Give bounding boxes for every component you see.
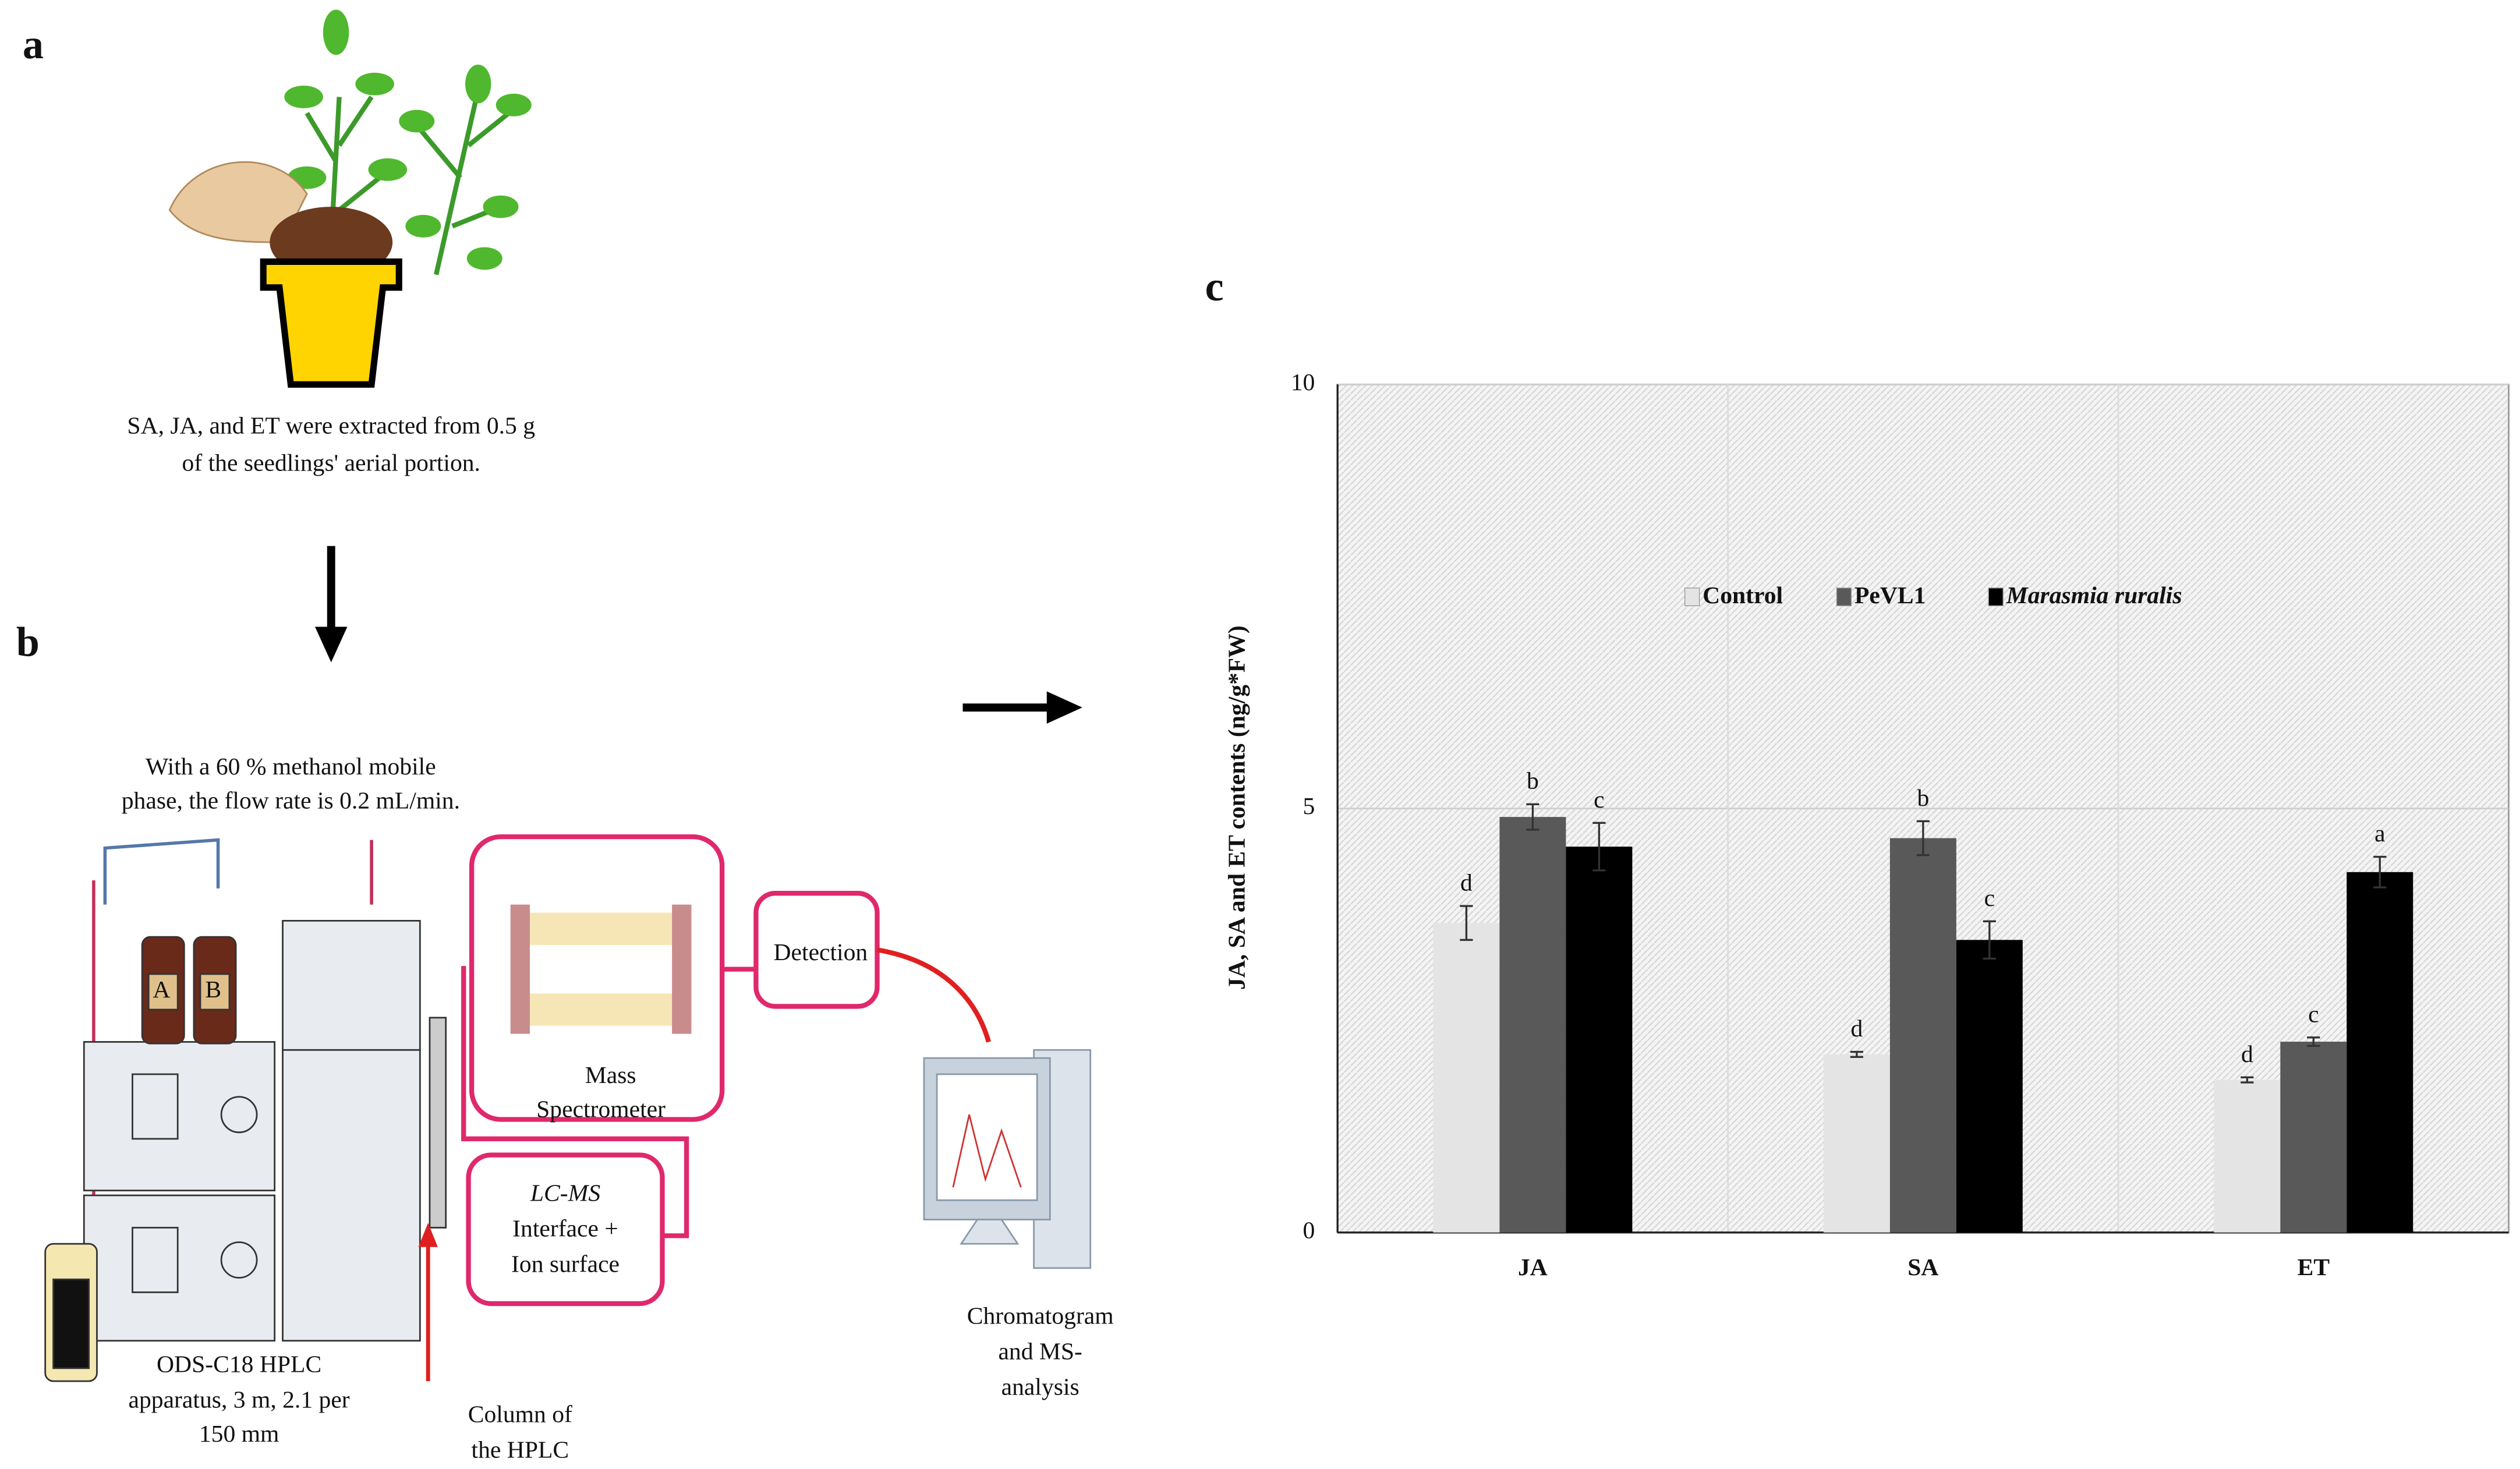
significance-letter: d [1850,1015,1863,1042]
connector [876,947,991,1043]
box-label: Interface + [512,1216,618,1243]
arrow-head [315,626,348,663]
error-bar [1526,803,1539,831]
error-bar [2373,855,2387,889]
box-label: Detection [773,939,868,966]
y-tick-label: 5 [1303,793,1315,820]
error-bar [1850,1050,1864,1058]
error-bar [1916,820,1930,856]
bar [1499,817,1566,1233]
legend-label: Marasmia ruralis [2006,582,2182,609]
box-label: Spectrometer [536,1096,666,1123]
panel-label: b [16,618,40,665]
caption: Chromatogram [967,1302,1114,1329]
error-bar [1460,905,1473,941]
caption: phase, the flow rate is 0.2 mL/min. [122,787,460,814]
caption: SA, JA, and ET were extracted from 0.5 g [127,413,535,440]
bottle-label: B [205,976,221,1003]
significance-letter: c [1984,885,1995,912]
legend-label: PeVL1 [1854,582,1926,609]
caption: Column of [468,1401,572,1428]
error-bar [1983,920,1996,960]
x-tick-label: SA [1907,1254,1938,1281]
significance-letter: c [2308,1001,2319,1028]
bar [1823,1054,1890,1233]
box-label: LC-MS [530,1180,600,1207]
mass-spec-icon [510,904,692,1034]
caption: analysis [1001,1374,1080,1400]
legend-label: Control [1703,582,1783,609]
error-bar [2307,1036,2320,1047]
significance-letter: d [2241,1041,2253,1068]
significance-letter: d [1460,870,1473,897]
caption: 150 mm [199,1421,279,1447]
x-tick-label: ET [2298,1254,2330,1281]
panel-label: c [1205,263,1224,310]
bar [2214,1079,2281,1233]
caption: With a 60 % methanol mobile [146,753,436,780]
significance-letter: c [1594,787,1604,813]
panel-label: a [23,21,44,68]
legend-swatch [1988,587,2004,607]
plant-illustration [168,9,532,388]
error-bar [1592,822,1606,872]
bar [2280,1042,2347,1233]
bar [1889,838,1956,1233]
error-bar [2241,1076,2254,1084]
bottle-label: A [153,976,170,1003]
caption: of the seedlings' aerial portion. [182,450,480,477]
legend-swatch [1684,587,1700,607]
box-label: Ion surface [511,1251,620,1278]
hplc-apparatus [44,838,447,1382]
bar [1956,940,2023,1233]
y-tick-label: 0 [1303,1217,1315,1244]
computer-icon [923,1049,1092,1269]
y-tick-label: 10 [1291,369,1315,396]
bar [1566,847,1633,1233]
significance-letter: b [1917,785,1929,812]
caption: the HPLC [472,1437,569,1464]
legend-swatch [1836,587,1852,607]
caption: apparatus, 3 m, 2.1 per [129,1387,350,1414]
bar-chart: 0 5 10 JA d b c SA d b c ET d c a Control PeVL1 Marasmia … [1291,369,2509,1281]
bar [1433,923,1500,1233]
arrow-head [418,1223,438,1247]
significance-letter: a [2374,820,2385,847]
box-label: Mass [585,1062,636,1089]
significance-letter: b [1527,768,1539,795]
y-axis-label: JA, SA and ET contents (ng/g*FW) [1223,625,1250,990]
caption: ODS-C18 HPLC [157,1351,321,1378]
caption: and MS- [998,1338,1082,1365]
flow-boxes [461,834,880,1307]
arrow-head [1046,691,1082,724]
bar [2346,872,2413,1233]
x-tick-label: JA [1518,1254,1548,1281]
